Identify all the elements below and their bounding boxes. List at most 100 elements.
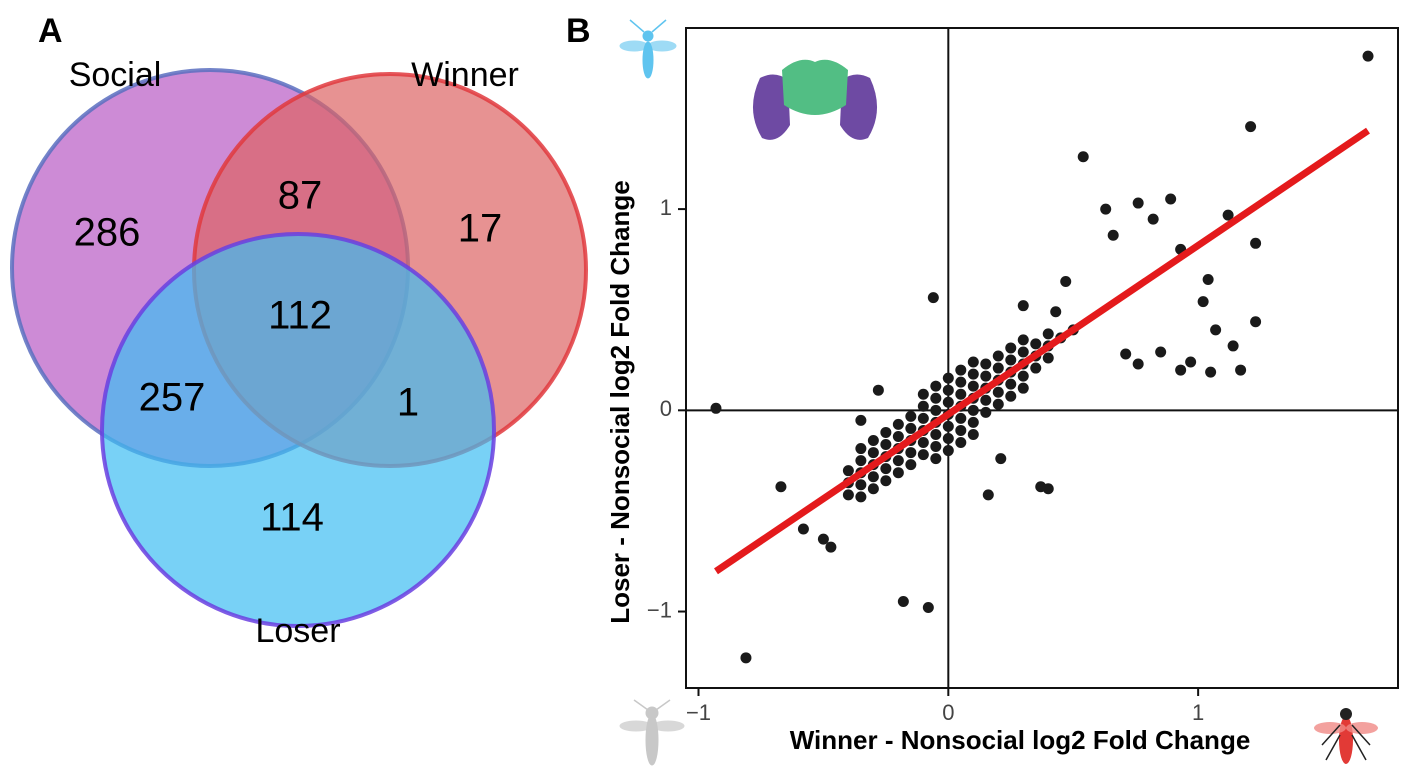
venn-count: 114 — [260, 496, 324, 540]
x-axis-label: Winner - Nonsocial log2 Fold Change — [790, 725, 1251, 755]
point — [930, 405, 941, 416]
venn-count: 17 — [458, 207, 503, 251]
point — [880, 427, 891, 438]
point — [843, 489, 854, 500]
point — [930, 381, 941, 392]
panel-label: B — [566, 12, 591, 50]
point — [1245, 121, 1256, 132]
point — [995, 453, 1006, 464]
point — [710, 403, 721, 414]
point — [873, 385, 884, 396]
panel-label: A — [38, 12, 63, 50]
point — [1043, 353, 1054, 364]
point — [905, 459, 916, 470]
point — [955, 425, 966, 436]
point — [905, 411, 916, 422]
venn-count: 257 — [139, 376, 206, 420]
point — [923, 602, 934, 613]
point — [943, 421, 954, 432]
point — [918, 449, 929, 460]
point — [930, 393, 941, 404]
point — [1133, 359, 1144, 370]
point — [1148, 214, 1159, 225]
venn-count: 87 — [278, 174, 323, 218]
point — [943, 445, 954, 456]
point — [880, 463, 891, 474]
point — [1018, 371, 1029, 382]
point — [968, 381, 979, 392]
point — [1108, 230, 1119, 241]
point — [1198, 296, 1209, 307]
point — [855, 443, 866, 454]
point — [930, 441, 941, 452]
point — [893, 467, 904, 478]
icon-brain — [753, 60, 877, 140]
point — [1250, 238, 1261, 249]
point — [905, 447, 916, 458]
x-tick-label: 0 — [942, 700, 954, 725]
point — [968, 357, 979, 368]
point — [943, 433, 954, 444]
point — [1043, 483, 1054, 494]
point — [983, 489, 994, 500]
point — [843, 465, 854, 476]
y-tick-label: 1 — [660, 195, 672, 220]
point — [1175, 365, 1186, 376]
y-tick-label: −1 — [647, 597, 672, 622]
point — [893, 455, 904, 466]
point — [905, 423, 916, 434]
point — [1210, 324, 1221, 335]
point — [1133, 198, 1144, 209]
icon-blue-insect — [620, 20, 676, 78]
point — [1228, 340, 1239, 351]
point — [855, 415, 866, 426]
plot-frame — [686, 28, 1398, 688]
point — [868, 483, 879, 494]
point — [968, 405, 979, 416]
point — [1005, 342, 1016, 353]
point — [955, 389, 966, 400]
point — [855, 491, 866, 502]
point — [943, 397, 954, 408]
point — [980, 371, 991, 382]
point — [868, 471, 879, 482]
venn: SocialWinnerLoser28687172571121114 — [12, 56, 586, 650]
page: A B SocialWinnerLoser28687172571121114 −… — [0, 0, 1403, 772]
point — [880, 475, 891, 486]
y-axis-label: Loser - Nonsocial log2 Fold Change — [605, 180, 635, 624]
point — [968, 369, 979, 380]
point — [980, 359, 991, 370]
point — [1060, 276, 1071, 287]
point — [930, 429, 941, 440]
venn-count: 1 — [397, 381, 419, 425]
fit-line — [716, 131, 1368, 572]
point — [1018, 300, 1029, 311]
point — [1030, 338, 1041, 349]
point — [968, 417, 979, 428]
point — [868, 447, 879, 458]
venn-count: 112 — [268, 294, 332, 338]
icon-red-insect — [1314, 708, 1378, 764]
point — [1043, 328, 1054, 339]
x-tick-label: 1 — [1192, 700, 1204, 725]
point — [955, 437, 966, 448]
point — [818, 534, 829, 545]
point — [993, 399, 1004, 410]
point — [855, 455, 866, 466]
point — [1120, 348, 1131, 359]
point — [918, 437, 929, 448]
point — [1018, 334, 1029, 345]
venn-count: 286 — [74, 211, 141, 255]
point — [798, 524, 809, 535]
point — [993, 387, 1004, 398]
point — [1005, 391, 1016, 402]
point — [825, 542, 836, 553]
venn-set-label: Social — [69, 56, 162, 94]
point — [993, 363, 1004, 374]
point — [993, 350, 1004, 361]
point — [1018, 346, 1029, 357]
venn-set-label: Winner — [411, 56, 519, 94]
point — [943, 373, 954, 384]
point — [1363, 51, 1374, 62]
